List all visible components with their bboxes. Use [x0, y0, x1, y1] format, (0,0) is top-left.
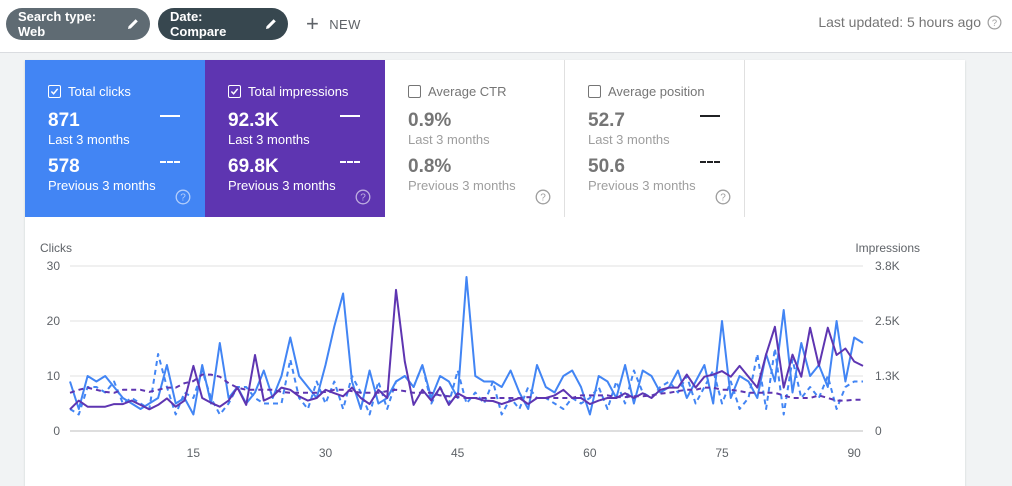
solid-line-legend-icon: [340, 115, 360, 117]
metric-average-ctr[interactable]: Average CTR 0.9% Last 3 months 0.8% Prev…: [385, 60, 565, 217]
edit-pencil-icon: [126, 17, 140, 31]
edit-pencil-icon: [264, 17, 278, 31]
toolbar-divider: [0, 52, 1012, 53]
y-axis-right-label: Impressions: [855, 241, 920, 255]
metric-value-current: 0.9%: [408, 110, 452, 131]
metric-header: Total clicks: [48, 84, 131, 99]
axis-ticks: 0 10 20 30 0 1.3K 2.5K 3.8K 15 30 45 60 75 90: [47, 259, 900, 460]
svg-text:?: ?: [992, 17, 997, 27]
x-tick-label: 75: [715, 446, 729, 460]
metric-title: Total clicks: [68, 84, 131, 99]
help-icon[interactable]: ?: [987, 15, 1002, 30]
help-icon[interactable]: ?: [535, 189, 551, 210]
metric-title: Average position: [608, 84, 705, 99]
dashed-line-legend-icon: [340, 161, 360, 163]
y-left-tick-label: 30: [47, 259, 61, 273]
svg-text:?: ?: [720, 193, 726, 204]
checkbox-unchecked-icon[interactable]: [588, 85, 601, 98]
svg-text:?: ?: [360, 193, 366, 204]
solid-line-legend-icon: [700, 115, 720, 117]
y-left-tick-label: 20: [47, 314, 61, 328]
impressions-previous-series-line: [69, 373, 863, 402]
series-lines: [69, 276, 864, 416]
performance-card: Total clicks 871 Last 3 months 578 Previ…: [25, 60, 965, 486]
y-axis-left-label: Clicks: [40, 241, 72, 255]
metric-period-previous: Previous 3 months: [48, 178, 156, 193]
metric-period-current: Last 3 months: [228, 132, 310, 147]
metric-period-previous: Previous 3 months: [588, 178, 696, 193]
date-filter-chip[interactable]: Date: Compare: [158, 8, 288, 40]
dashed-line-legend-icon: [700, 161, 720, 163]
metric-value-current: 871: [48, 110, 80, 131]
svg-text:?: ?: [540, 193, 546, 204]
metric-period-current: Last 3 months: [48, 132, 130, 147]
search-type-label: Search type: Web: [18, 9, 97, 39]
checkbox-checked-icon[interactable]: [48, 85, 61, 98]
clicks-current-series-line: [69, 276, 864, 416]
metric-value-previous: 50.6: [588, 156, 625, 177]
metric-value-current: 52.7: [588, 110, 625, 131]
svg-text:?: ?: [180, 193, 186, 204]
dashed-line-legend-icon: [160, 161, 180, 163]
metric-average-position[interactable]: Average position 52.7 Last 3 months 50.6…: [565, 60, 745, 217]
metric-total-clicks[interactable]: Total clicks 871 Last 3 months 578 Previ…: [25, 60, 205, 217]
metric-title: Total impressions: [248, 84, 349, 99]
performance-chart[interactable]: Clicks Impressions 0 10 20 30 0 1.3K 2.5K 3.8K 1…: [25, 60, 965, 486]
metric-value-previous: 578: [48, 156, 80, 177]
checkbox-unchecked-icon[interactable]: [408, 85, 421, 98]
x-tick-label: 60: [583, 446, 597, 460]
metric-total-impressions[interactable]: Total impressions 92.3K Last 3 months 69…: [205, 60, 385, 217]
metric-value-previous: 0.8%: [408, 156, 452, 177]
help-icon[interactable]: ?: [715, 189, 731, 210]
checkbox-checked-icon[interactable]: [228, 85, 241, 98]
new-filter-button[interactable]: + NEW: [306, 12, 361, 36]
search-type-filter-chip[interactable]: Search type: Web: [6, 8, 150, 40]
plus-icon: +: [306, 11, 320, 36]
y-right-tick-label: 0: [875, 424, 882, 438]
top-toolbar: Search type: Web Date: Compare + NEW Las…: [0, 0, 1012, 52]
metric-header: Total impressions: [228, 84, 348, 99]
metric-period-current: Last 3 months: [408, 132, 490, 147]
y-right-tick-label: 1.3K: [875, 369, 900, 383]
metric-period-previous: Previous 3 months: [228, 178, 336, 193]
x-tick-label: 30: [319, 446, 333, 460]
metric-header: Average CTR: [408, 84, 507, 99]
y-right-tick-label: 3.8K: [875, 259, 900, 273]
metric-title: Average CTR: [428, 84, 507, 99]
y-right-tick-label: 2.5K: [875, 314, 900, 328]
metric-header: Average position: [588, 84, 705, 99]
last-updated-status: Last updated: 5 hours ago ?: [818, 14, 1002, 30]
metric-value-previous: 69.8K: [228, 156, 279, 177]
help-icon[interactable]: ?: [175, 189, 191, 210]
x-tick-label: 15: [187, 446, 201, 460]
x-tick-label: 90: [848, 446, 862, 460]
metric-period-current: Last 3 months: [588, 132, 670, 147]
y-left-tick-label: 0: [53, 424, 60, 438]
last-updated-text: Last updated: 5 hours ago: [818, 14, 981, 30]
date-filter-label: Date: Compare: [170, 9, 227, 39]
metric-period-previous: Previous 3 months: [408, 178, 516, 193]
y-left-tick-label: 10: [47, 369, 61, 383]
new-button-label: NEW: [329, 16, 361, 32]
help-icon[interactable]: ?: [355, 189, 371, 210]
metric-value-current: 92.3K: [228, 110, 279, 131]
solid-line-legend-icon: [160, 115, 180, 117]
clicks-previous-series-line: [69, 347, 863, 416]
x-tick-label: 45: [451, 446, 465, 460]
